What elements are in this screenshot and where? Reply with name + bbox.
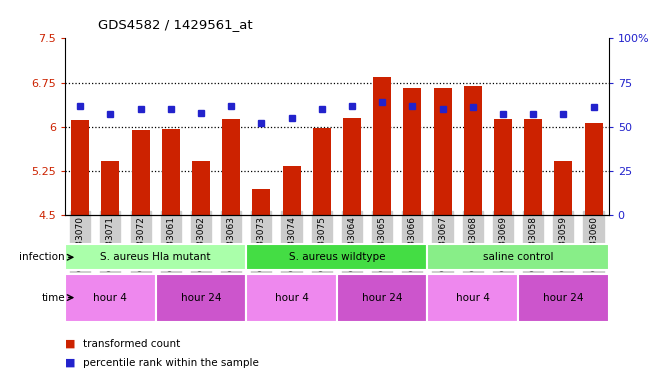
Text: ■: ■: [65, 339, 76, 349]
Text: hour 4: hour 4: [94, 293, 128, 303]
Bar: [312, 129, 331, 215]
Bar: [102, 161, 120, 215]
Text: transformed count: transformed count: [83, 339, 180, 349]
Bar: [373, 77, 391, 215]
Text: S. aureus Hla mutant: S. aureus Hla mutant: [100, 252, 211, 262]
Text: percentile rank within the sample: percentile rank within the sample: [83, 358, 259, 368]
Bar: [65, 244, 246, 270]
Bar: [161, 129, 180, 215]
Text: hour 4: hour 4: [456, 293, 490, 303]
Bar: [337, 274, 428, 321]
Bar: [132, 130, 150, 215]
Text: infection: infection: [20, 252, 65, 262]
Text: hour 24: hour 24: [543, 293, 584, 303]
Text: hour 4: hour 4: [275, 293, 309, 303]
Text: ■: ■: [65, 358, 76, 368]
Bar: [555, 161, 572, 215]
Bar: [464, 86, 482, 215]
Text: time: time: [42, 293, 65, 303]
Bar: [65, 274, 156, 321]
Bar: [343, 119, 361, 215]
Bar: [222, 119, 240, 215]
Bar: [192, 161, 210, 215]
Text: GDS4582 / 1429561_at: GDS4582 / 1429561_at: [98, 18, 253, 31]
Text: S. aureus wildtype: S. aureus wildtype: [288, 252, 385, 262]
Bar: [246, 244, 428, 270]
Bar: [156, 274, 246, 321]
Bar: [518, 274, 609, 321]
Bar: [585, 122, 603, 215]
Text: saline control: saline control: [483, 252, 553, 262]
Bar: [428, 274, 518, 321]
Bar: [283, 166, 301, 215]
Text: hour 24: hour 24: [362, 293, 402, 303]
Bar: [71, 120, 89, 215]
Bar: [253, 189, 270, 215]
Text: hour 24: hour 24: [181, 293, 221, 303]
Bar: [434, 88, 452, 215]
Bar: [428, 244, 609, 270]
Bar: [494, 119, 512, 215]
Bar: [404, 88, 421, 215]
Bar: [246, 274, 337, 321]
Bar: [524, 119, 542, 215]
